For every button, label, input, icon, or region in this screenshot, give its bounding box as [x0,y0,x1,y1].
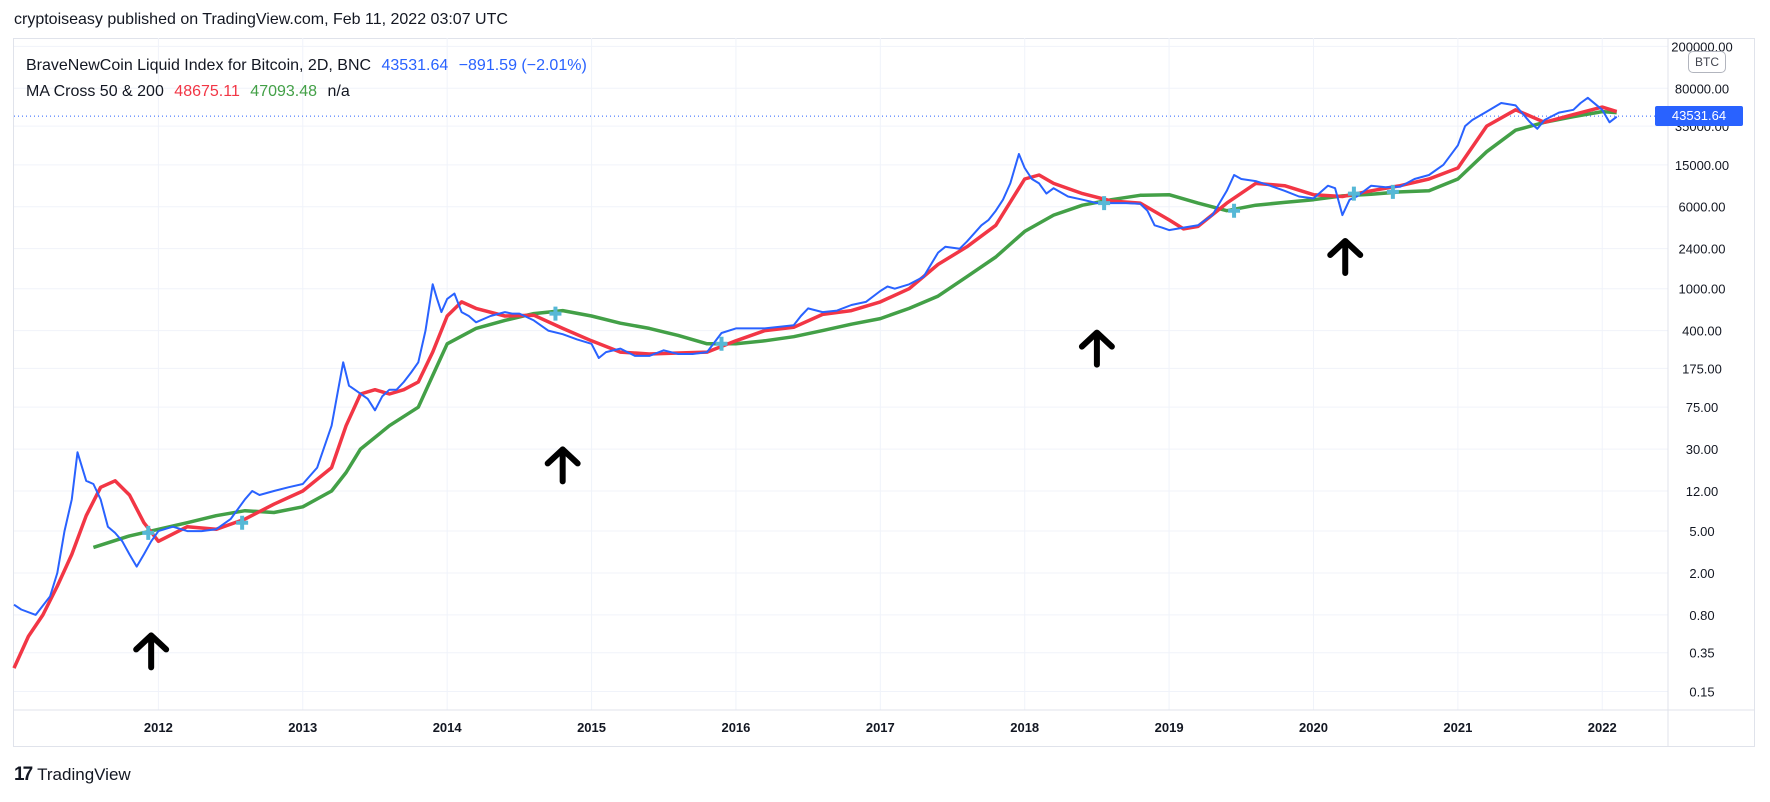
last-price-value: 43531.64 [381,57,449,74]
cross-markers [142,184,1399,540]
x-tick-label: 2015 [577,720,606,735]
ma-legend-row: MA Cross 50 & 200 48675.11 47093.48 n/a [26,79,593,105]
chart-grid [14,38,1668,710]
up-arrow-icon [1078,329,1115,368]
cross-marker [549,306,562,321]
tradingview-brand-text: TradingView [37,765,131,784]
x-tick-label: 2019 [1155,720,1184,735]
cross-marker [1098,196,1111,211]
symbol-legend-row: BraveNewCoin Liquid Index for Bitcoin, 2… [26,53,593,79]
arrow-annotations [133,237,1364,671]
y-tick-label: 30.00 [1686,442,1719,457]
cross-marker [1228,203,1241,218]
cross-marker [142,525,155,540]
ma200-series-line [92,109,1617,550]
y-tick-label: 15000.00 [1675,158,1729,173]
footer-brand[interactable]: 17 TradingView [14,764,131,786]
currency-tag[interactable]: BTC [1688,51,1726,73]
cross-marker [1347,186,1360,201]
publish-header: cryptoiseasy published on TradingView.co… [14,11,508,28]
y-tick-label: 400.00 [1682,324,1722,339]
cross-marker [1386,184,1399,199]
y-tick-label: 1000.00 [1679,282,1726,297]
cross-marker [715,336,728,351]
y-tick-label: 12.00 [1686,484,1719,499]
y-tick-label: 200000.00 [1671,39,1732,54]
y-tick-label: 0.35 [1689,646,1714,661]
x-tick-label: 2021 [1443,720,1472,735]
symbol-title: BraveNewCoin Liquid Index for Bitcoin, 2… [26,57,372,74]
last-price-tag: 43531.64 [1655,106,1743,127]
x-tick-label: 2016 [721,720,750,735]
y-tick-label: 175.00 [1682,361,1722,376]
y-tick-label: 80000.00 [1675,81,1729,96]
price-axis: 200000.0080000.0035000.0015000.006000.00… [1671,39,1732,699]
ma50-value: 48675.11 [174,83,240,100]
tradingview-logo-icon: 17 [14,764,33,785]
x-tick-label: 2022 [1588,720,1617,735]
x-tick-label: 2020 [1299,720,1328,735]
x-tick-label: 2014 [433,720,463,735]
y-tick-label: 75.00 [1686,400,1719,415]
y-tick-label: 5.00 [1689,524,1714,539]
y-tick-label: 2400.00 [1679,242,1726,257]
x-tick-label: 2012 [144,720,173,735]
x-tick-label: 2018 [1010,720,1039,735]
up-arrow-icon [133,632,170,671]
y-tick-label: 6000.00 [1679,200,1726,215]
ma-indicator-title: MA Cross 50 & 200 [26,83,164,100]
chart-frame [13,38,1755,747]
time-axis: 2012 2013 2014 2015 2016 2017 2018 2019 2020 2021… [14,709,1754,735]
ma50-series-line [12,105,1618,669]
up-arrow-icon [544,446,581,485]
x-tick-label: 2017 [866,720,895,735]
up-arrow-icon [1327,237,1364,276]
price-change-value: −891.59 (−2.01%) [458,57,587,74]
series-layer [12,96,1618,669]
ma200-value: 47093.48 [250,83,318,100]
chart-legend: BraveNewCoin Liquid Index for Bitcoin, 2… [26,53,593,105]
y-tick-label: 0.80 [1689,608,1714,623]
y-tick-label: 0.15 [1689,684,1714,699]
y-tick-label: 2.00 [1689,566,1714,581]
x-tick-label: 2013 [288,720,317,735]
cross-marker [236,515,249,530]
cross-value: n/a [327,83,350,100]
price-series-line [13,96,1618,616]
